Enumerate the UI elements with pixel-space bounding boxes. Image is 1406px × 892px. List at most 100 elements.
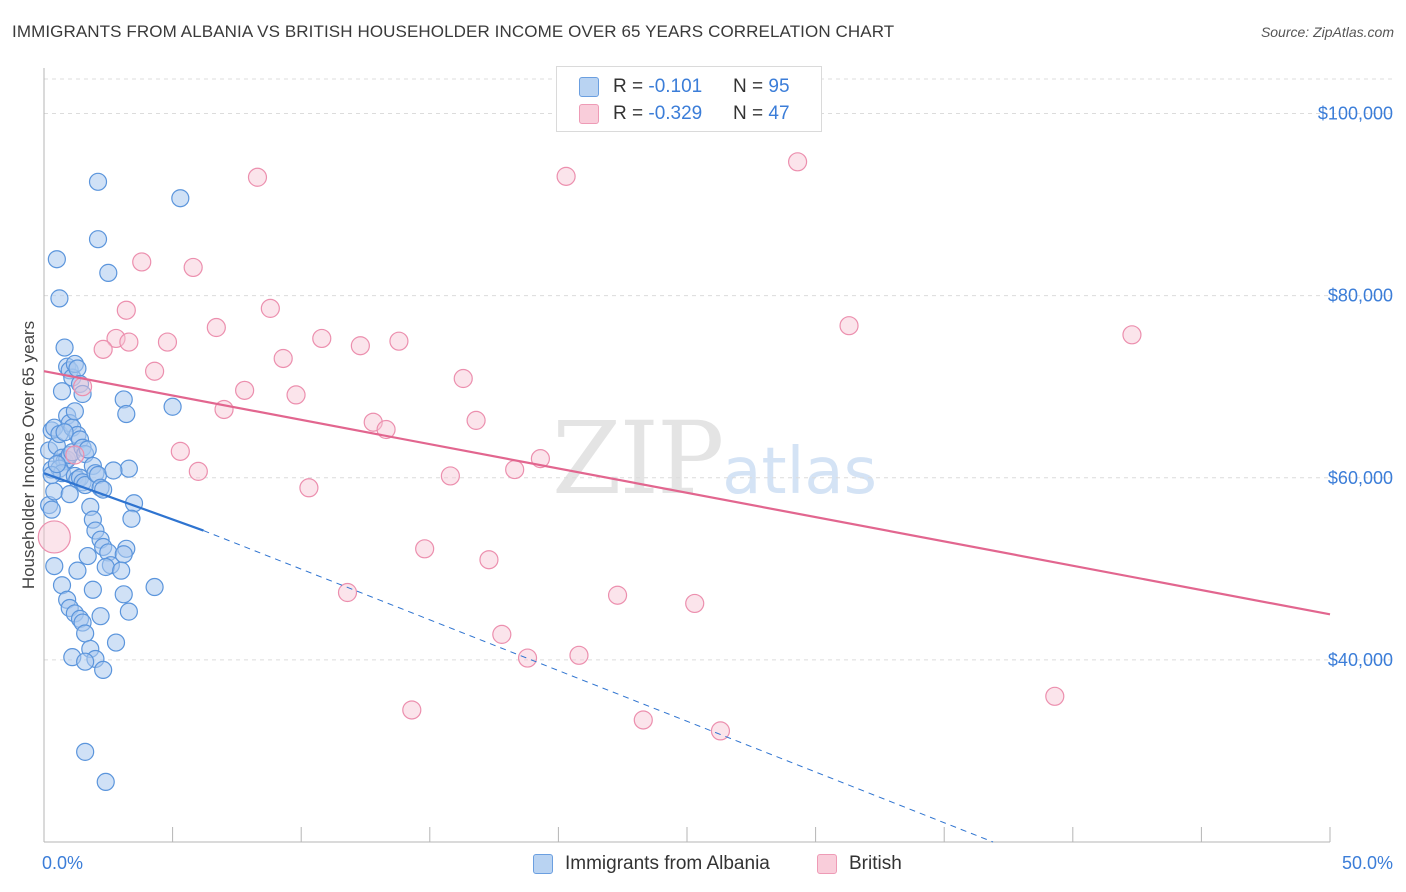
british-point — [440, 466, 460, 486]
legend-n-value: 95 — [768, 76, 790, 97]
british-point — [260, 298, 280, 318]
british-point — [787, 152, 808, 172]
british-point — [144, 361, 165, 381]
albania-point — [96, 557, 115, 577]
british-point — [188, 461, 208, 481]
watermark-zip: ZIP — [552, 400, 724, 517]
albania-point — [99, 263, 118, 282]
albania-point — [171, 189, 190, 208]
british-point — [116, 300, 136, 320]
british-point — [415, 539, 435, 559]
british-point — [286, 385, 306, 405]
british-point — [569, 645, 589, 665]
albania-point — [65, 402, 84, 421]
british-swatch — [579, 104, 599, 124]
british-point — [132, 252, 152, 272]
x-tick-label: 50.0% — [1342, 853, 1393, 873]
tick-labels: $40,000 $60,000 $80,000 $100,000 0.0% 50.0% — [42, 104, 1393, 873]
series-british — [37, 152, 1142, 741]
british-point — [312, 328, 332, 349]
albania-point — [73, 384, 92, 404]
source-label: Source: ZipAtlas.com — [1260, 24, 1394, 40]
british-point — [402, 700, 422, 720]
british-point — [453, 368, 473, 389]
albania-point — [91, 607, 110, 626]
albania-point — [60, 485, 79, 504]
british-point — [607, 585, 628, 605]
british-point — [505, 459, 525, 480]
albania-point — [42, 500, 61, 519]
legend-r-value: -0.101 — [648, 76, 703, 97]
albania-point — [68, 561, 87, 580]
albania-point — [122, 509, 141, 528]
albania-point — [68, 359, 87, 378]
albania-point — [88, 230, 108, 249]
albania-point — [55, 423, 74, 442]
albania-point — [50, 289, 69, 308]
albania-point — [119, 602, 138, 621]
british-point — [273, 348, 293, 369]
y-tick-label: $40,000 — [1328, 650, 1393, 670]
watermark-atlas: atlas — [722, 435, 877, 509]
y-axis-label: Householder Income Over 65 years — [19, 321, 38, 589]
british-point — [633, 710, 653, 730]
albania-point — [78, 546, 97, 566]
legend-r-label: R = — [613, 103, 649, 124]
albania-point — [96, 772, 115, 792]
british-point — [389, 331, 409, 351]
british-point — [556, 166, 576, 186]
x-tick-label: 0.0% — [42, 853, 83, 873]
legend-r-label: R = — [613, 76, 649, 97]
british-point — [337, 582, 358, 603]
albania-legend-label: Immigrants from Albania — [565, 853, 770, 874]
albania-point — [52, 382, 72, 401]
british-point — [106, 328, 126, 349]
british-legend-label: British — [849, 853, 902, 874]
albania-point — [117, 404, 136, 424]
albania-point — [94, 660, 113, 679]
axes — [43, 68, 1331, 843]
albania-point — [47, 250, 66, 269]
british-point — [247, 167, 268, 187]
british-trend-line — [43, 370, 1331, 616]
british-point — [1122, 325, 1142, 345]
british-point — [93, 339, 113, 359]
albania-point — [45, 556, 64, 576]
british-point — [479, 550, 499, 570]
albania-point — [76, 624, 95, 643]
british-point — [517, 648, 538, 668]
y-tick-label: $80,000 — [1328, 286, 1393, 306]
british-point — [839, 316, 859, 336]
albania-point — [76, 742, 95, 761]
albania-point — [45, 482, 64, 501]
albania-point — [119, 459, 138, 478]
british-point — [685, 593, 705, 614]
british-point — [170, 441, 190, 461]
albania-trend-line — [43, 472, 204, 532]
british-point — [710, 721, 731, 741]
y-tick-label: $60,000 — [1328, 468, 1393, 488]
trend-lines — [43, 370, 1331, 843]
albania-point — [163, 397, 182, 416]
series-albania — [40, 172, 190, 792]
albania-point — [145, 577, 164, 597]
albania-point — [106, 633, 126, 652]
british-point — [235, 380, 255, 400]
albania-trend-extension — [203, 530, 994, 843]
albania-point — [83, 580, 102, 599]
british-point — [37, 520, 71, 554]
legend-n-label: N = — [733, 76, 769, 97]
correlation-legend: R = -0.101 N = 95 R = -0.329 N = 47 — [556, 66, 822, 132]
albania-point — [76, 652, 95, 671]
albania-point — [88, 172, 108, 191]
british-point — [183, 257, 203, 278]
british-point — [466, 410, 486, 430]
chart-title: IMMIGRANTS FROM ALBANIA VS BRITISH HOUSE… — [12, 22, 895, 41]
albania-legend-swatch — [533, 854, 553, 874]
grid-lines — [44, 78, 1394, 661]
legend-r-value: -0.329 — [648, 103, 703, 124]
british-point — [1045, 686, 1065, 706]
albania-swatch — [579, 77, 599, 97]
british-legend-swatch — [817, 854, 837, 874]
